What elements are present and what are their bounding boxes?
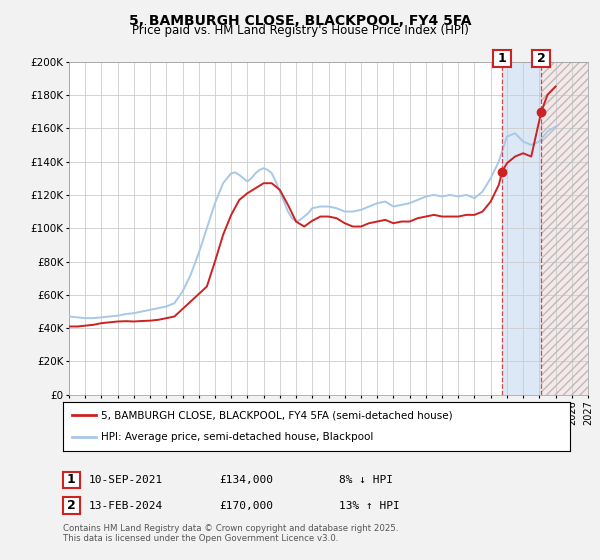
Text: Price paid vs. HM Land Registry's House Price Index (HPI): Price paid vs. HM Land Registry's House … xyxy=(131,24,469,37)
Text: HPI: Average price, semi-detached house, Blackpool: HPI: Average price, semi-detached house,… xyxy=(101,432,373,442)
Text: 10-SEP-2021: 10-SEP-2021 xyxy=(89,475,163,485)
Bar xyxy=(541,62,588,395)
Text: £134,000: £134,000 xyxy=(219,475,273,485)
Text: 5, BAMBURGH CLOSE, BLACKPOOL, FY4 5FA: 5, BAMBURGH CLOSE, BLACKPOOL, FY4 5FA xyxy=(129,14,471,28)
Text: 13-FEB-2024: 13-FEB-2024 xyxy=(89,501,163,511)
Text: 13% ↑ HPI: 13% ↑ HPI xyxy=(339,501,400,511)
Text: 1: 1 xyxy=(498,52,506,65)
Bar xyxy=(541,62,588,395)
Text: 8% ↓ HPI: 8% ↓ HPI xyxy=(339,475,393,485)
Text: 5, BAMBURGH CLOSE, BLACKPOOL, FY4 5FA (semi-detached house): 5, BAMBURGH CLOSE, BLACKPOOL, FY4 5FA (s… xyxy=(101,410,452,421)
Text: Contains HM Land Registry data © Crown copyright and database right 2025.: Contains HM Land Registry data © Crown c… xyxy=(63,524,398,533)
Text: 2: 2 xyxy=(537,52,545,65)
Text: 2: 2 xyxy=(67,499,76,512)
Bar xyxy=(502,62,541,395)
Text: 1: 1 xyxy=(67,473,76,487)
Text: £170,000: £170,000 xyxy=(219,501,273,511)
Text: This data is licensed under the Open Government Licence v3.0.: This data is licensed under the Open Gov… xyxy=(63,534,338,543)
